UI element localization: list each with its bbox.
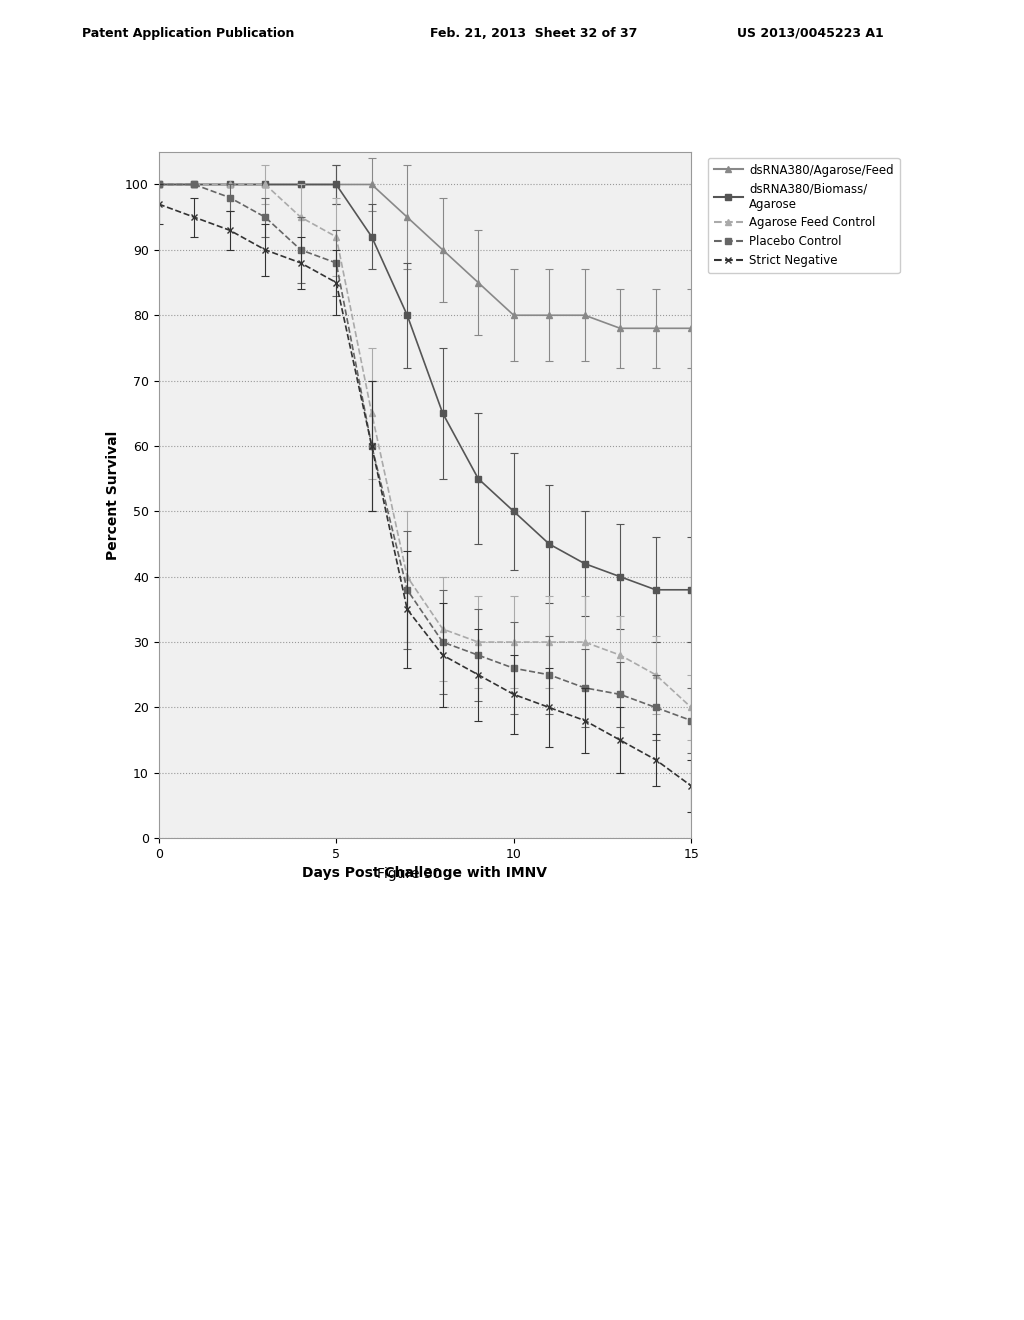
Text: Patent Application Publication: Patent Application Publication: [82, 26, 294, 40]
Text: Figure 30: Figure 30: [378, 867, 441, 880]
X-axis label: Days Post Challenge with IMNV: Days Post Challenge with IMNV: [302, 866, 548, 880]
Y-axis label: Percent Survival: Percent Survival: [105, 430, 120, 560]
Text: US 2013/0045223 A1: US 2013/0045223 A1: [737, 26, 884, 40]
Legend: dsRNA380/Agarose/Feed, dsRNA380/Biomass/
Agarose, Agarose Feed Control, Placebo : dsRNA380/Agarose/Feed, dsRNA380/Biomass/…: [708, 157, 900, 273]
Text: Feb. 21, 2013  Sheet 32 of 37: Feb. 21, 2013 Sheet 32 of 37: [430, 26, 638, 40]
